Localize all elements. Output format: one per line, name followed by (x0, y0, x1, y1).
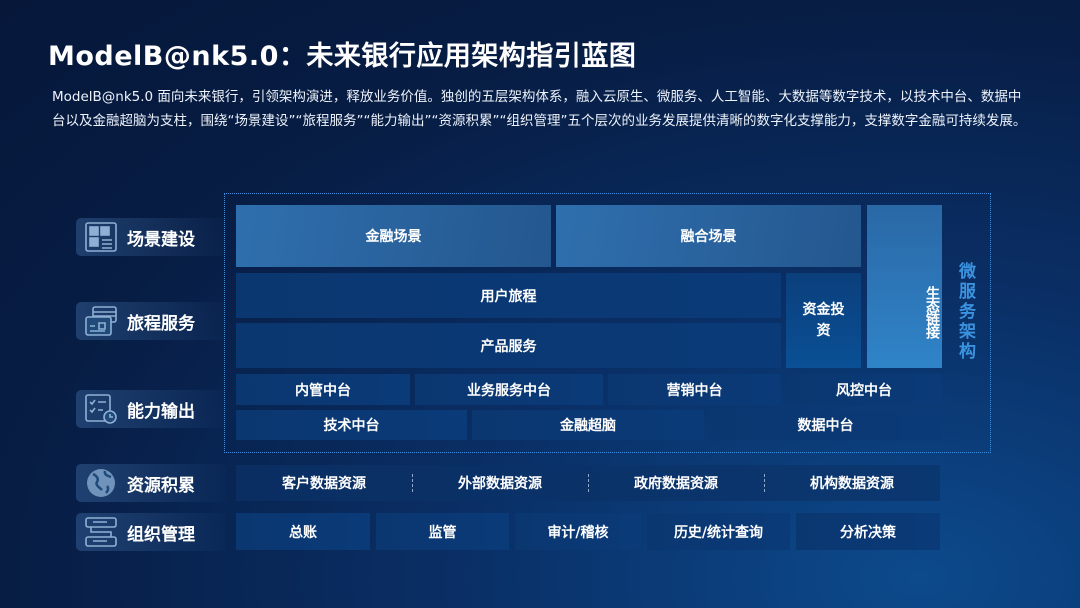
box-capital-investment: 资金投资 (786, 273, 861, 368)
resource-item: 客户数据资源 (282, 476, 366, 492)
description: ModelB@nk5.0 面向未来银行，引领架构演进，释放业务价值。独创的五层架… (52, 89, 1027, 129)
box-user-journey: 用户旅程 (236, 273, 781, 318)
dashboard-icon (85, 222, 117, 252)
checklist-clock-icon (85, 394, 117, 424)
org-item: 分析决策 (796, 513, 940, 550)
box-finance-brain: 金融超脑 (472, 410, 704, 440)
layer-label-text: 旅程服务 (127, 313, 195, 334)
layer-label-resources: 资源积累 (76, 464, 226, 502)
org-item: 监管 (376, 513, 509, 550)
org-item: 总账 (236, 513, 370, 550)
layer-label-organization: 组织管理 (76, 513, 226, 551)
box-product-service: 产品服务 (236, 323, 781, 368)
resource-item: 政府数据资源 (588, 465, 764, 501)
layer-label-scene: 场景建设 (76, 218, 226, 256)
resource-item: 机构数据资源 (764, 465, 940, 501)
box-finance-scene: 金融场景 (236, 205, 551, 267)
layer-label-text: 能力输出 (127, 401, 195, 422)
microservice-label: 微服务架构 (955, 262, 975, 362)
layer-label-capability: 能力输出 (76, 390, 226, 428)
box-data-platform: 数据中台 (709, 410, 942, 440)
box-business-platform: 业务服务中台 (415, 374, 603, 405)
resources-row: 客户数据资源 外部数据资源 政府数据资源 机构数据资源 (236, 465, 940, 501)
box-ecosystem: 生态链接 (867, 205, 942, 368)
box-risk-platform: 风控中台 (786, 374, 942, 405)
layer-label-text: 场景建设 (127, 229, 195, 250)
page-title: ModelB@nk5.0：未来银行应用架构指引蓝图 (48, 41, 637, 72)
cards-icon (85, 306, 117, 336)
box-internal-platform: 内管中台 (236, 374, 410, 405)
box-marketing-platform: 营销中台 (608, 374, 781, 405)
org-item: 审计/稽核 (515, 513, 641, 550)
box-fusion-scene: 融合场景 (556, 205, 861, 267)
globe-icon (87, 469, 115, 497)
layer-label-journey: 旅程服务 (76, 302, 226, 340)
flowchart-icon (85, 517, 117, 547)
org-item: 历史/统计查询 (647, 513, 790, 550)
microservice-frame (224, 193, 991, 453)
layer-label-text: 组织管理 (127, 524, 195, 545)
box-tech-platform: 技术中台 (236, 410, 467, 440)
resource-item: 外部数据资源 (412, 465, 588, 501)
layer-label-text: 资源积累 (127, 475, 195, 496)
